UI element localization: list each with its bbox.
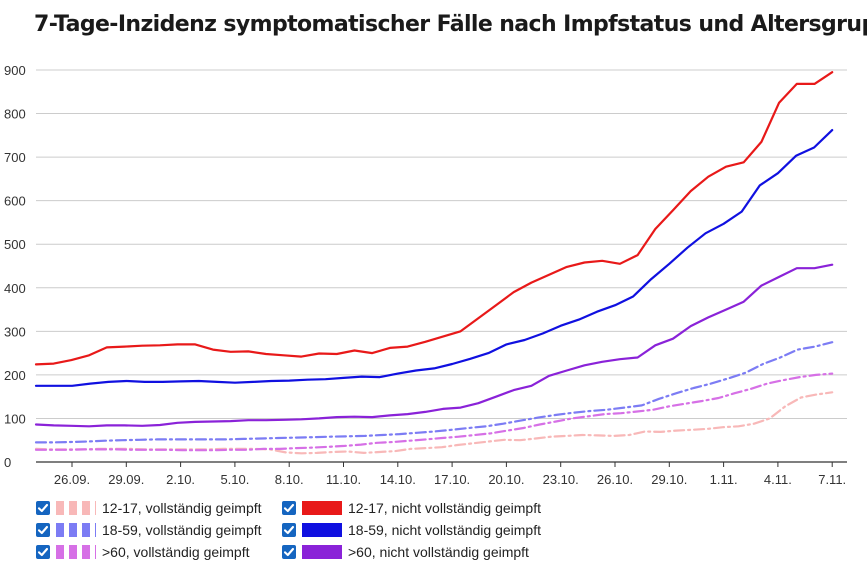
y-tick-label: 500 bbox=[4, 237, 26, 252]
x-tick-label: 26.09. bbox=[54, 472, 90, 487]
legend-swatch bbox=[302, 523, 342, 537]
series-line-0 bbox=[34, 391, 834, 455]
series-line-3 bbox=[34, 129, 834, 387]
legend-item-18-59-unvaccinated[interactable]: 18-59, nicht vollständig geimpft bbox=[282, 520, 541, 540]
legend-swatch bbox=[302, 501, 342, 515]
checkbox-checked-icon[interactable] bbox=[282, 545, 296, 559]
line-chart: 0 100 200 300 400 500 600 700 800 900 26.09. 29.09.… bbox=[4, 63, 847, 487]
y-tick-label: 0 bbox=[4, 455, 11, 470]
legend-label: 12-17, nicht vollständig geimpft bbox=[348, 500, 541, 516]
x-tick-label: 29.10. bbox=[651, 472, 687, 487]
checkbox-checked-icon[interactable] bbox=[36, 545, 50, 559]
y-tick-label: 700 bbox=[4, 150, 26, 165]
chart-title: 7-Tage-Inzidenz symptomatischer Fälle na… bbox=[34, 12, 867, 37]
legend-label: >60, vollständig geimpft bbox=[102, 544, 250, 560]
x-tick-label: 14.10. bbox=[380, 472, 416, 487]
x-tick-label: 1.11. bbox=[710, 472, 738, 487]
x-tick-label: 7.11. bbox=[818, 472, 846, 487]
gridlines bbox=[36, 69, 847, 419]
series-lines bbox=[34, 71, 834, 455]
series-line-4 bbox=[34, 372, 834, 452]
legend-label: 18-59, vollständig geimpft bbox=[102, 522, 262, 538]
legend: 12-17, vollständig geimpft 12-17, nicht … bbox=[36, 498, 656, 564]
x-tick-label: 20.10. bbox=[488, 472, 524, 487]
y-tick-label: 200 bbox=[4, 368, 26, 383]
x-tick-label: 4.11. bbox=[764, 472, 792, 487]
checkbox-checked-icon[interactable] bbox=[36, 523, 50, 537]
legend-label: 18-59, nicht vollständig geimpft bbox=[348, 522, 541, 538]
x-tick-label: 11.10. bbox=[326, 472, 361, 487]
x-tick-label: 23.10. bbox=[543, 472, 579, 487]
x-tick-label: 29.09. bbox=[108, 472, 144, 487]
y-tick-label: 300 bbox=[4, 324, 26, 339]
y-tick-label: 800 bbox=[4, 107, 26, 122]
legend-item-60-plus-unvaccinated[interactable]: >60, nicht vollständig geimpft bbox=[282, 542, 529, 562]
series-line-5 bbox=[34, 263, 834, 428]
y-tick-label: 900 bbox=[4, 63, 26, 78]
checkbox-checked-icon[interactable] bbox=[282, 501, 296, 515]
series-line-1 bbox=[34, 71, 834, 366]
series-line-2 bbox=[34, 341, 834, 444]
x-tick-label: 8.10. bbox=[275, 472, 304, 487]
legend-swatch bbox=[56, 501, 96, 515]
x-tick-label: 26.10. bbox=[597, 472, 633, 487]
legend-swatch bbox=[56, 545, 96, 559]
y-tick-label: 100 bbox=[4, 411, 26, 426]
legend-item-12-17-vaccinated[interactable]: 12-17, vollständig geimpft bbox=[36, 498, 262, 518]
legend-item-12-17-unvaccinated[interactable]: 12-17, nicht vollständig geimpft bbox=[282, 498, 541, 518]
legend-swatch bbox=[302, 545, 342, 559]
x-tick-label: 5.10. bbox=[220, 472, 249, 487]
legend-label: 12-17, vollständig geimpft bbox=[102, 500, 262, 516]
y-tick-label: 600 bbox=[4, 194, 26, 209]
checkbox-checked-icon[interactable] bbox=[36, 501, 50, 515]
legend-item-18-59-vaccinated[interactable]: 18-59, vollständig geimpft bbox=[36, 520, 262, 540]
x-tick-label: 2.10. bbox=[166, 472, 195, 487]
y-tick-label: 400 bbox=[4, 281, 26, 296]
axes: 0 100 200 300 400 500 600 700 800 900 26.09. 29.09.… bbox=[4, 63, 847, 487]
legend-swatch bbox=[56, 523, 96, 537]
checkbox-checked-icon[interactable] bbox=[282, 523, 296, 537]
legend-label: >60, nicht vollständig geimpft bbox=[348, 544, 529, 560]
x-tick-label: 17.10. bbox=[434, 472, 470, 487]
legend-item-60-plus-vaccinated[interactable]: >60, vollständig geimpft bbox=[36, 542, 249, 562]
